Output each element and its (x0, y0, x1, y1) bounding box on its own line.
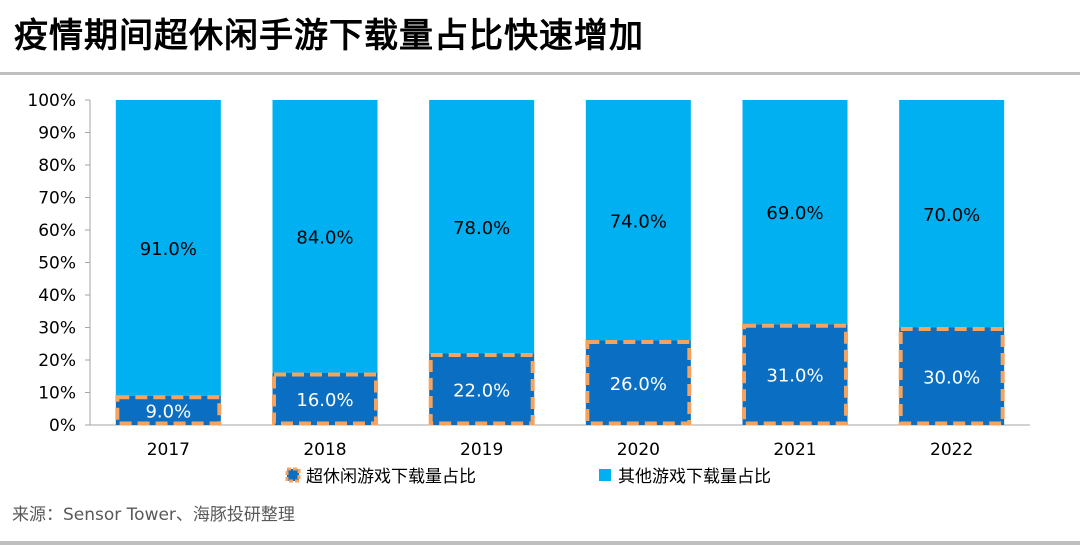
x-tick-label: 2017 (147, 440, 190, 460)
bar-hyper-highlight-2022 (898, 327, 1005, 426)
y-tick-label: 80% (38, 156, 76, 176)
source-note: 来源：Sensor Tower、海豚投研整理 (12, 505, 295, 525)
y-tick-label: 100% (27, 91, 76, 111)
data-label-other-2017: 91.0% (140, 239, 197, 260)
y-tick-label: 10% (38, 384, 76, 404)
legend-swatch-other (599, 469, 611, 481)
y-tick-label: 20% (38, 351, 76, 371)
data-label-hyper-2020: 26.0% (610, 374, 667, 395)
stacked-bar-chart: 0% 10% 20% 30% 40% 50% 60% 70% 80% 90% 100% 91.0% 9.… (27, 91, 1030, 487)
y-tick-label: 30% (38, 319, 76, 339)
x-tick-label: 2021 (773, 440, 816, 460)
bar-hyper-highlight-2017 (115, 395, 222, 426)
data-label-hyper-2018: 16.0% (296, 390, 353, 411)
y-tick-label: 40% (38, 286, 76, 306)
x-tick-label: 2022 (930, 440, 973, 460)
legend-label-hyper: 超休闲游戏下载量占比 (306, 467, 476, 487)
data-label-other-2020: 74.0% (610, 211, 667, 232)
x-tick-label: 2018 (303, 440, 346, 460)
data-label-hyper-2019: 22.0% (453, 380, 510, 401)
bar-hyper-2022 (899, 327, 1005, 425)
data-label-hyper-2017: 9.0% (145, 401, 191, 422)
x-tick-label: 2019 (460, 440, 503, 460)
bar-other-2021 (742, 100, 848, 325)
legend-swatch-hyper (287, 469, 299, 481)
bar-hyper-2020 (585, 340, 691, 425)
data-label-other-2022: 70.0% (923, 205, 980, 226)
legend-swatch-hyper-border (285, 467, 301, 483)
bar-hyper-2017 (115, 395, 221, 425)
bar-hyper-2018 (272, 373, 378, 425)
data-label-other-2021: 69.0% (766, 203, 823, 224)
bar-hyper-2021 (742, 324, 848, 425)
bar-other-2018 (272, 100, 378, 373)
data-label-other-2018: 84.0% (296, 228, 353, 249)
bar-other-2019 (429, 100, 535, 354)
bar-hyper-highlight-2021 (742, 323, 848, 426)
bar-hyper-highlight-2018 (272, 372, 378, 426)
bottom-divider (0, 541, 1080, 545)
bar-other-2017 (115, 100, 221, 396)
y-tick-label: 50% (38, 254, 76, 274)
bar-hyper-highlight-2019 (428, 353, 535, 426)
y-tick-label: 90% (38, 124, 76, 144)
y-tick-label: 0% (49, 416, 76, 436)
data-label-other-2019: 78.0% (453, 218, 510, 239)
bar-hyper-2019 (429, 353, 535, 425)
title-divider (0, 72, 1080, 75)
x-tick-label: 2020 (617, 440, 660, 460)
data-label-hyper-2022: 30.0% (923, 367, 980, 388)
bar-hyper-highlight-2020 (585, 340, 692, 426)
y-tick-label: 60% (38, 221, 76, 241)
bar-other-2020 (585, 100, 691, 341)
chart-title: 疫情期间超休闲手游下载量占比快速增加 (14, 16, 644, 56)
y-tick-label: 70% (38, 189, 76, 209)
data-label-hyper-2021: 31.0% (766, 366, 823, 387)
bar-other-2022 (899, 100, 1005, 328)
legend-label-other: 其他游戏下载量占比 (618, 467, 771, 487)
